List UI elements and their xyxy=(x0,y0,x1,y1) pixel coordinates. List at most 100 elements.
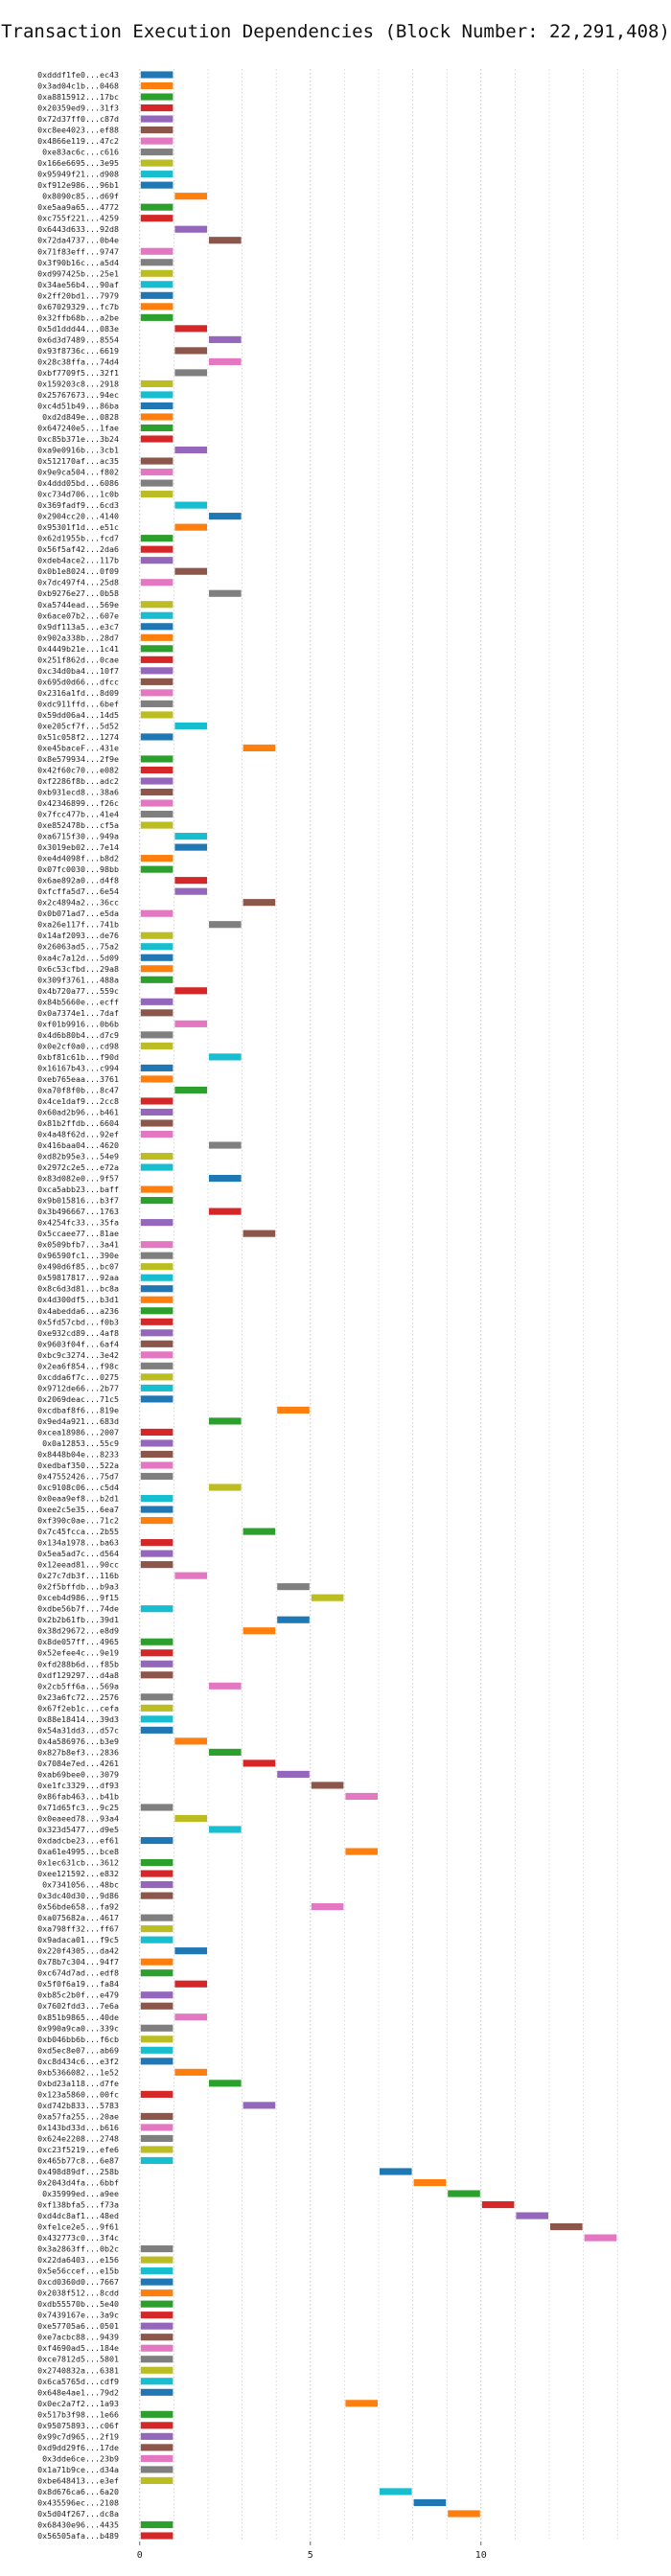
transaction-label: 0xf390c0ae...71c2 xyxy=(37,1516,119,1526)
transaction-label: 0x2740832a...6381 xyxy=(37,2365,119,2375)
task-bar xyxy=(140,104,174,112)
transaction-label: 0xcdda6f7c...0275 xyxy=(37,1372,119,1382)
transaction-label: 0xe4d4098f...b8d2 xyxy=(37,854,119,863)
transaction-label: 0x2ea6f854...f98c xyxy=(37,1361,119,1370)
transaction-label: 0xbf7709f5...32f1 xyxy=(37,368,119,378)
task-bar xyxy=(140,1252,174,1259)
task-bar xyxy=(413,2498,447,2507)
transaction-label: 0x416baa04...4620 xyxy=(37,1140,119,1150)
task-bar xyxy=(243,1627,276,1635)
transaction-label: 0x220f4305...da42 xyxy=(37,1946,119,1956)
transaction-label: 0x3dc40d30...9d86 xyxy=(37,1891,119,1900)
transaction-label: 0xc9108c06...c5d4 xyxy=(37,1483,119,1492)
transaction-label: 0xdadcbe23...ef61 xyxy=(37,1836,119,1846)
task-bar xyxy=(140,1351,174,1359)
task-bar xyxy=(209,1826,242,1833)
transaction-label: 0xc734d706...1c0b xyxy=(37,490,119,499)
task-bar xyxy=(140,1219,174,1227)
task-bar xyxy=(140,711,174,719)
transaction-label: 0x2904cc20...4140 xyxy=(37,512,119,521)
transaction-label: 0x517b3f98...1e66 xyxy=(37,2409,119,2419)
transaction-label: 0x81b2ffdb...6604 xyxy=(37,1118,119,1128)
task-bar xyxy=(140,1958,174,1966)
transaction-label: 0x72d37ff0...c87d xyxy=(37,114,119,124)
task-bar xyxy=(140,81,174,90)
transaction-labels: 0xdddf1fe0...ec430x3ad04c1b...04680xa881… xyxy=(37,70,119,2541)
task-bar xyxy=(140,2146,174,2153)
task-bar xyxy=(140,413,174,421)
transaction-label: 0xf2286f8b...adc2 xyxy=(37,776,119,786)
transaction-label: 0xbc9c3274...3e42 xyxy=(37,1350,119,1360)
task-bar xyxy=(140,435,174,443)
task-bar xyxy=(140,1119,174,1127)
task-bar xyxy=(140,545,174,553)
transaction-label: 0xcdbaf8f6...819e xyxy=(37,1405,119,1414)
transaction-label: 0x3b496667...1763 xyxy=(37,1207,119,1216)
transaction-label: 0x26063ad5...75a2 xyxy=(37,942,119,952)
transaction-label: 0xfcffa5d7...6e54 xyxy=(37,886,119,896)
task-bar xyxy=(140,645,174,653)
transaction-label: 0x42f60c70...e082 xyxy=(37,765,119,774)
task-bar xyxy=(140,1561,174,1569)
task-bar xyxy=(140,1836,174,1845)
task-bar xyxy=(140,1550,174,1557)
transaction-label: 0xa57fa255...20ae xyxy=(37,2111,119,2121)
transaction-label: 0x8d676ca6...6a20 xyxy=(37,2487,119,2496)
task-bar xyxy=(174,325,207,333)
task-bar xyxy=(140,965,174,973)
transaction-label: 0x1a71b9ce...d34a xyxy=(37,2465,119,2474)
task-bar xyxy=(174,877,207,885)
task-bar xyxy=(140,2344,174,2352)
task-bar xyxy=(243,1230,276,1237)
task-bar xyxy=(140,181,174,189)
transaction-label: 0xe5aa9a65...4772 xyxy=(37,202,119,212)
task-bar xyxy=(140,115,174,123)
transaction-label: 0x3f90b16c...a5d4 xyxy=(37,258,119,267)
transaction-label: 0x7439167e...3a9c xyxy=(37,2311,119,2320)
task-bar xyxy=(140,2378,174,2385)
task-bar xyxy=(209,1174,242,1183)
task-bar xyxy=(140,1042,174,1049)
transaction-label: 0x4a586976...b3e9 xyxy=(37,1736,119,1746)
task-bar xyxy=(140,821,174,829)
task-bar xyxy=(140,247,174,255)
task-bar xyxy=(140,1649,174,1657)
transaction-label: 0xb85c2b0f...e479 xyxy=(37,1990,119,2000)
x-tick-label: 10 xyxy=(475,2550,487,2561)
transaction-label: 0xa5744ead...569e xyxy=(37,600,119,610)
task-bar xyxy=(140,2267,174,2275)
transaction-label: 0x4abedda6...a236 xyxy=(37,1306,119,1316)
transaction-label: 0xcd0360d0...7667 xyxy=(37,2277,119,2287)
task-bar xyxy=(174,2013,207,2021)
task-bar xyxy=(140,1152,174,1161)
transaction-label: 0xd5ec8e07...ab69 xyxy=(37,2045,119,2055)
task-bar xyxy=(140,1285,174,1293)
transaction-label: 0x1ec631cb...3612 xyxy=(37,1858,119,1868)
task-bar xyxy=(174,1020,207,1027)
task-bar xyxy=(140,1914,174,1921)
transaction-label: 0x72da4737...0b4e xyxy=(37,236,119,245)
task-bar xyxy=(140,1461,174,1469)
task-bar xyxy=(140,126,174,134)
transaction-label: 0x68430e96...4435 xyxy=(37,2519,119,2529)
task-bar xyxy=(140,93,174,101)
task-bar xyxy=(140,1296,174,1303)
task-bar xyxy=(140,611,174,619)
transaction-label: 0xdeb4ace2...117b xyxy=(37,556,119,565)
task-bar xyxy=(174,887,207,895)
transaction-label: 0x62d1955b...fcd7 xyxy=(37,534,119,543)
task-bar xyxy=(140,2312,174,2319)
task-bar xyxy=(140,689,174,697)
task-bar xyxy=(140,2410,174,2418)
task-bar xyxy=(140,1307,174,1315)
task-bar xyxy=(140,281,174,288)
transaction-label: 0x4449b21e...1c41 xyxy=(37,644,119,654)
task-bar xyxy=(140,909,174,917)
task-bar xyxy=(140,1892,174,1899)
task-bar xyxy=(140,1516,174,1525)
transaction-label: 0x490d6f85...bc07 xyxy=(37,1262,119,1272)
transaction-label: 0x0a7374e1...7daf xyxy=(37,1008,119,1018)
task-bar xyxy=(140,1969,174,1977)
transaction-label: 0xcea18986...2007 xyxy=(37,1427,119,1437)
